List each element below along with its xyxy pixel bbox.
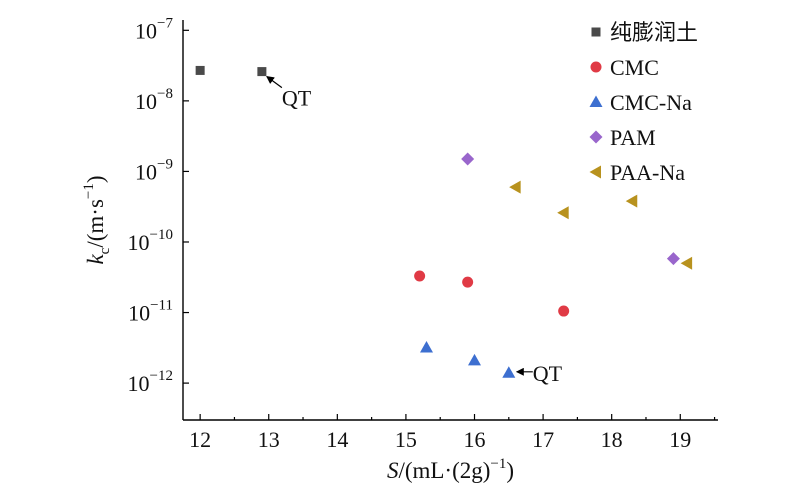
data-point-diamond	[589, 130, 603, 144]
x-tick-label: 15	[395, 427, 417, 452]
series-2	[419, 340, 516, 378]
annotations: QT QT	[266, 75, 563, 386]
axes	[182, 20, 718, 421]
series-0	[195, 65, 267, 77]
y-tick-label: 10−11	[128, 298, 173, 326]
y-tick-label: 10−7	[135, 15, 173, 43]
legend-label: PAA-Na	[610, 160, 685, 185]
y-axis-title: kc/(m·s−1)	[81, 175, 113, 264]
data-point-triangle-up	[589, 95, 603, 107]
legend-item: CMC	[590, 55, 659, 80]
data-point-circle	[462, 276, 474, 288]
legend-item: 纯膨润土	[591, 20, 698, 45]
axis-titles: S/(mL·(2g)−1) kc/(m·s−1)	[81, 175, 514, 483]
legend-label: 纯膨润土	[610, 20, 698, 45]
annotation-label: QT	[533, 361, 563, 386]
series-1	[414, 270, 570, 317]
data-point-square	[257, 67, 267, 77]
x-tick-label: 16	[464, 427, 486, 452]
data-point-square	[591, 27, 601, 37]
x-axis-title: S/(mL·(2g)−1)	[387, 456, 514, 483]
x-tick-label: 12	[189, 427, 211, 452]
data-point-triangle-left	[509, 180, 521, 194]
data-point-triangle-left	[625, 194, 638, 208]
data-point-triangle-up	[468, 353, 482, 366]
x-axis-ticks: 12 13 14 15 16 17 18 19	[189, 414, 716, 452]
data-point-triangle-up	[502, 366, 516, 378]
data-point-triangle-up	[419, 340, 433, 353]
data-points	[195, 65, 693, 378]
data-point-diamond	[666, 252, 680, 266]
series-3	[461, 152, 680, 266]
y-tick-label: 10−12	[128, 368, 173, 396]
legend-item: PAM	[589, 125, 656, 150]
data-point-square	[195, 65, 205, 75]
legend-item: PAA-Na	[589, 160, 685, 185]
y-tick-label: 10−8	[135, 86, 173, 114]
y-axis-ticks: 10−12 10−11 10−10 10−9 10−8 10−7	[128, 15, 189, 396]
x-tick-label: 18	[601, 427, 623, 452]
data-point-circle	[590, 61, 602, 73]
data-point-diamond	[461, 152, 475, 166]
data-point-triangle-left	[557, 206, 569, 220]
legend-label: CMC	[610, 55, 659, 80]
data-point-triangle-left	[680, 256, 693, 270]
legend-label: PAM	[610, 125, 656, 150]
x-tick-label: 19	[669, 427, 691, 452]
x-tick-label: 17	[532, 427, 554, 452]
data-point-circle	[558, 305, 570, 317]
legend-item: CMC-Na	[589, 90, 692, 115]
data-point-triangle-left	[589, 165, 601, 179]
x-tick-label: 13	[258, 427, 280, 452]
x-tick-label: 14	[326, 427, 348, 452]
annotation-arrow	[266, 75, 283, 89]
data-point-circle	[414, 270, 426, 282]
y-tick-label: 10−9	[135, 156, 173, 184]
annotation-label: QT	[282, 86, 312, 111]
y-tick-label: 10−10	[128, 227, 173, 255]
series-4	[509, 180, 693, 270]
legend-label: CMC-Na	[610, 90, 692, 115]
legend: 纯膨润土 CMC CMC-Na PAM PAA-Na	[589, 20, 698, 185]
